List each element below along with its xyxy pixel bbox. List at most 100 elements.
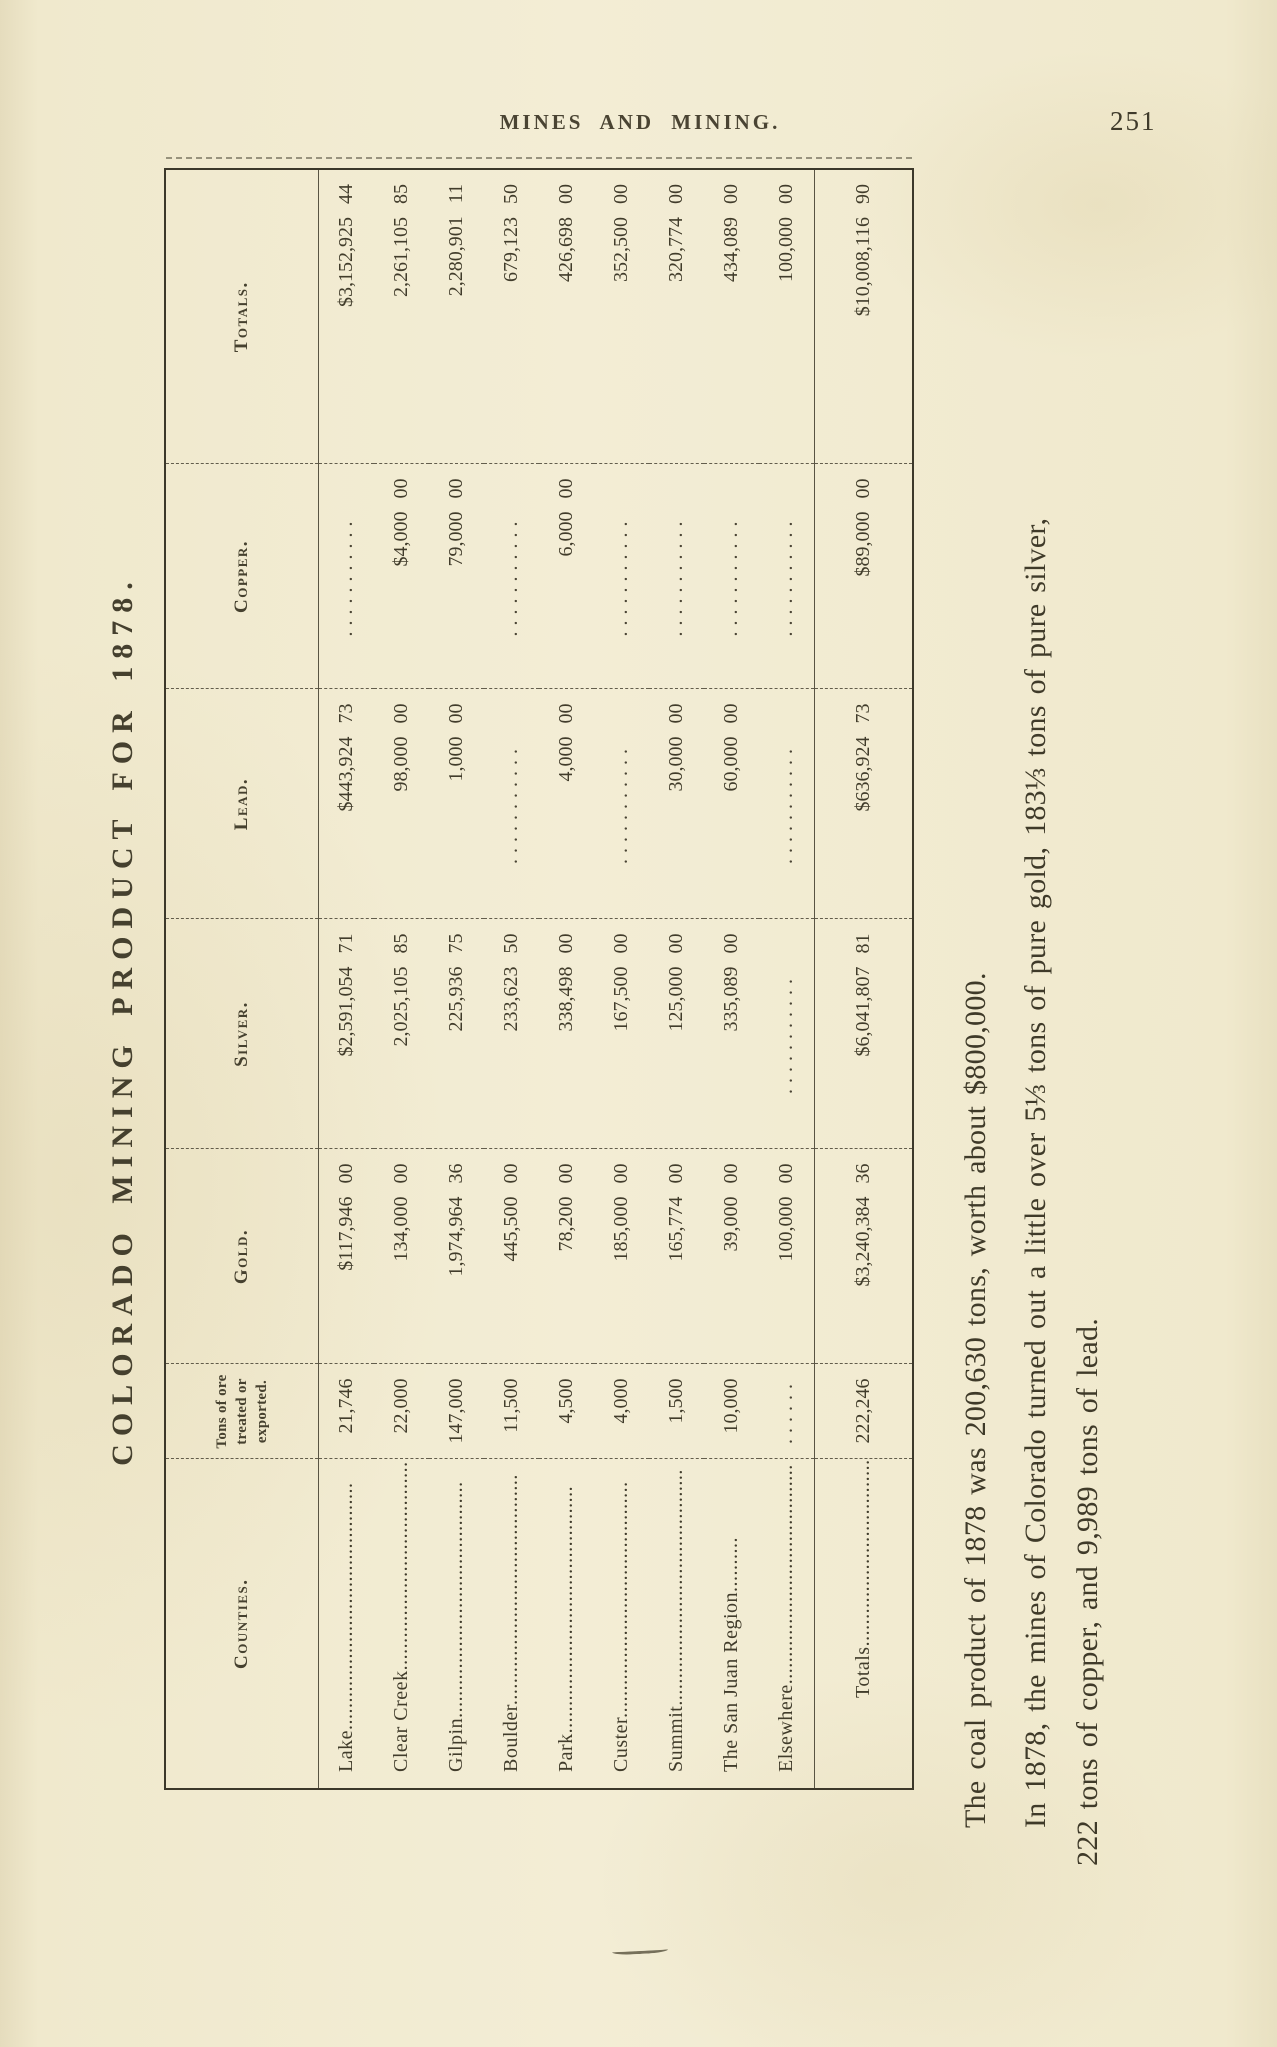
lead-cell: 30,000 00 <box>649 689 704 919</box>
row-total-cell: $3,152,925 44 <box>318 169 374 464</box>
tons-cell: 147,000 <box>429 1364 484 1459</box>
totals-label-cell: Totals..................................… <box>814 1459 913 1789</box>
column-header-lead: Lead. <box>165 689 319 919</box>
totals-row: Totals..................................… <box>814 169 913 1789</box>
gold-cell: 185,000 00 <box>594 1149 649 1364</box>
table-body: Lake....................................… <box>318 169 815 1789</box>
totals-lead-cell: $636,924 73 <box>814 689 913 919</box>
silver-cell: 225,936 75 <box>429 919 484 1149</box>
county-cell: Park....................................… <box>555 1485 577 1772</box>
county-cell: Gilpin..................................… <box>445 1481 467 1772</box>
page-number: 251 <box>1110 106 1157 136</box>
paragraphs: The coal product of 1878 was 200,630 ton… <box>950 176 1114 1866</box>
silver-cell: 167,500 00 <box>594 919 649 1149</box>
table-row: Gilpin..................................… <box>429 169 484 1789</box>
table-row: Custer..................................… <box>594 169 649 1789</box>
table-row: Elsewhere...............................… <box>759 169 815 1789</box>
county-cell: Custer..................................… <box>610 1481 632 1772</box>
table-row: Lake....................................… <box>318 169 374 1789</box>
copper-cell: ........... <box>318 464 374 689</box>
mining-table: Counties. Tons of ore treated or exporte… <box>164 168 914 1790</box>
table-row: Boulder.................................… <box>484 169 539 1789</box>
paragraph: In 1878, the mines of Colorado turned ou… <box>1010 176 1114 1866</box>
row-total-cell: 100,000 00 <box>759 169 815 464</box>
gold-cell: $117,946 00 <box>318 1149 374 1364</box>
lead-cell: 60,000 00 <box>704 689 759 919</box>
silver-cell: 233,623 50 <box>484 919 539 1149</box>
row-total-cell: 2,280,901 11 <box>429 169 484 464</box>
column-header-silver: Silver. <box>165 919 319 1149</box>
lead-cell: ........... <box>484 689 539 919</box>
copper-cell: ........... <box>594 464 649 689</box>
row-total-cell: 679,123 50 <box>484 169 539 464</box>
silver-cell: 125,000 00 <box>649 919 704 1149</box>
row-total-cell: 426,698 00 <box>539 169 594 464</box>
gold-cell: 39,000 00 <box>704 1149 759 1364</box>
tons-cell: 4,500 <box>539 1364 594 1459</box>
table-row: The San Juan Region.......... 10,000 39,… <box>704 169 759 1789</box>
header-title: MINES AND MINING. <box>499 110 781 134</box>
table-row: Park....................................… <box>539 169 594 1789</box>
gold-cell: 78,200 00 <box>539 1149 594 1364</box>
copper-cell: 79,000 00 <box>429 464 484 689</box>
row-total-cell: 2,261,105 85 <box>374 169 429 464</box>
silver-cell: 335,089 00 <box>704 919 759 1149</box>
county-cell: Summit..................................… <box>665 1469 687 1772</box>
county-cell: Elsewhere...............................… <box>775 1464 797 1772</box>
copper-cell: ........... <box>759 464 815 689</box>
county-cell: Boulder.................................… <box>500 1474 522 1772</box>
lead-cell: ........... <box>594 689 649 919</box>
paragraph-line: In 1878, the mines of Colorado turned ou… <box>1019 517 1052 1828</box>
table-row: Summit..................................… <box>649 169 704 1789</box>
paragraph: The coal product of 1878 was 200,630 ton… <box>950 176 1002 1866</box>
column-header-gold: Gold. <box>165 1149 319 1364</box>
lead-cell: 4,000 00 <box>539 689 594 919</box>
table-wrap: Counties. Tons of ore treated or exporte… <box>164 168 914 1790</box>
tons-cell: 10,000 <box>704 1364 759 1459</box>
silver-cell: $2,591,054 71 <box>318 919 374 1149</box>
gold-cell: 165,774 00 <box>649 1149 704 1364</box>
table-header: Counties. Tons of ore treated or exporte… <box>165 169 319 1789</box>
lead-cell: 1,000 00 <box>429 689 484 919</box>
table-row: Clear Creek.............................… <box>374 169 429 1789</box>
running-header: MINES AND MINING. 251 <box>0 106 1277 150</box>
county-cell: Clear Creek.............................… <box>390 1461 412 1772</box>
silver-cell: 338,498 00 <box>539 919 594 1149</box>
row-total-cell: 352,500 00 <box>594 169 649 464</box>
silver-cell: 2,025,105 85 <box>374 919 429 1149</box>
totals-silver-cell: $6,041,807 81 <box>814 919 913 1149</box>
row-total-cell: 434,089 00 <box>704 169 759 464</box>
totals-copper-cell: $89,000 00 <box>814 464 913 689</box>
lead-cell: ........... <box>759 689 815 919</box>
copper-cell: ........... <box>649 464 704 689</box>
silver-cell: ........... <box>759 919 815 1149</box>
column-header-totals: Totals. <box>165 169 319 464</box>
column-header-copper: Copper. <box>165 464 319 689</box>
tons-cell: ...... <box>759 1364 815 1459</box>
county-cell: Lake....................................… <box>335 1482 357 1772</box>
copper-cell: ........... <box>704 464 759 689</box>
table-footer: Totals..................................… <box>814 169 913 1789</box>
gold-cell: 1,974,964 36 <box>429 1149 484 1364</box>
paragraph-line: 222 tons of copper, and 9,989 tons of le… <box>1071 1317 1104 1866</box>
copper-cell: $4,000 00 <box>374 464 429 689</box>
totals-tons-cell: 222,246 <box>814 1364 913 1459</box>
gold-cell: 445,500 00 <box>484 1149 539 1364</box>
tons-cell: 4,000 <box>594 1364 649 1459</box>
tons-cell: 1,500 <box>649 1364 704 1459</box>
copper-cell: 6,000 00 <box>539 464 594 689</box>
totals-total-cell: $10,008,116 90 <box>814 169 913 464</box>
lead-cell: 98,000 00 <box>374 689 429 919</box>
tons-cell: 21,746 <box>318 1364 374 1459</box>
row-total-cell: 320,774 00 <box>649 169 704 464</box>
tons-cell: 11,500 <box>484 1364 539 1459</box>
paragraph-line: The coal product of 1878 was 200,630 ton… <box>959 972 992 1828</box>
copper-cell: ........... <box>484 464 539 689</box>
county-cell: The San Juan Region.......... <box>720 1536 742 1772</box>
gold-cell: 100,000 00 <box>759 1149 815 1364</box>
rotated-content: COLORADO MINING PRODUCT FOR 1878. Counti… <box>100 140 1150 1900</box>
lead-cell: $443,924 73 <box>318 689 374 919</box>
tons-cell: 22,000 <box>374 1364 429 1459</box>
totals-gold-cell: $3,240,384 36 <box>814 1149 913 1364</box>
